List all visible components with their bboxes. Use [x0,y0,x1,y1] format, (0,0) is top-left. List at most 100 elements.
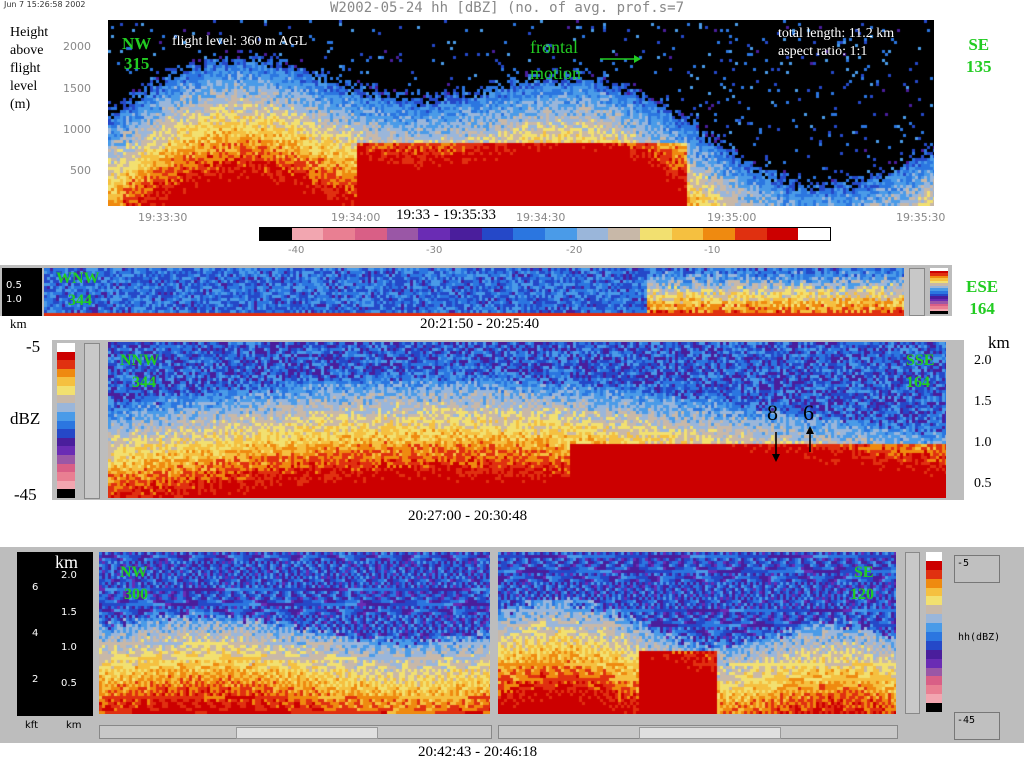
panel4-radar-image-right [498,552,896,714]
colorbar-cell [930,273,948,277]
colorbar-cell [926,587,942,597]
colorbar-cell [926,649,942,659]
cbar-min-field[interactable]: -45 [954,712,1000,740]
colorbar-cell [513,228,546,240]
cbar-max-field[interactable]: -5 [954,555,1000,583]
panel1-right-direction: SE 135 [966,34,992,78]
panel1-time-range: 19:33 - 19:35:33 [396,207,496,223]
panel1-ylabel: Height above flight level (m) [10,24,48,114]
scroll-thumb[interactable] [236,727,378,739]
colorbar-cell [608,228,641,240]
panel3-time-range: 20:27:00 - 20:30:48 [408,508,528,524]
colorbar-cell [926,569,942,579]
panel1-xtick: 19:34:00 [331,211,381,224]
kft-tick: 2 [32,674,39,685]
colorbar-cell [930,308,948,312]
colorbar-cell [450,228,482,240]
colorbar-cell [930,301,948,305]
colorbar-cell [57,403,75,413]
dir-label: ESE [966,277,999,296]
colorbar-cell [57,377,75,387]
colorbar-cell [926,685,942,695]
colorbar-cell [926,614,942,624]
panel1-ytick: 2000 [63,40,91,53]
frontal-arrow-icon [600,55,641,63]
panel2-time-range: 20:21:50 - 20:25:40 [420,316,540,332]
dir-label: SE [968,35,990,54]
colorbar-cell [57,351,75,361]
panel3-colorbar [57,343,75,499]
colorbar-cell [291,228,324,240]
marker-6-label: 6 [803,400,814,425]
panel4-vscroll[interactable] [905,552,920,714]
colorbar-cell [355,228,387,240]
panel2-axis: 0.5 1.0 [2,268,42,316]
panel4-hscroll-right[interactable] [498,725,898,739]
panel4-time-range: 20:42:43 - 20:46:18 [418,744,538,760]
colorbar-cell [545,228,577,240]
colorbar-cell [926,596,942,606]
colorbar-cell [57,437,75,447]
dir-degree: 164 [906,374,930,391]
colorbar-cell [735,228,767,240]
colorbar-cell [57,368,75,378]
colorbar-cell [57,446,75,456]
panel3-left-direction: NNW 344 [120,350,159,394]
colorbar-cell [926,623,942,633]
flight-level-label: flight level: 360 m AGL [172,34,308,49]
panel1-ylabel-line: above [10,43,44,58]
colorbar-cell [926,694,942,704]
colorbar-cell [926,560,942,570]
panel4-colorbar [926,552,942,713]
dir-degree: 315 [123,54,150,73]
cbar-tick: -30 [426,245,443,256]
colorbar-cell [481,228,514,240]
kft-label: kft [25,720,39,731]
colorbar-cell [57,429,75,439]
panel4-hscroll-left[interactable] [99,725,492,739]
scroll-thumb[interactable] [639,727,781,739]
panel1-ylabel-line: flight [10,61,41,76]
colorbar-cell [930,291,948,294]
colorbar-cell [926,658,942,668]
colorbar-cell [57,360,75,370]
arrow-down-icon [772,432,780,462]
panel2-right-direction: ESE 164 [966,276,998,320]
panel3-vscroll[interactable] [84,343,100,499]
colorbar-cell [57,420,75,430]
panel1-ytick: 1000 [63,123,91,136]
timestamp: Jun 7 15:26:58 2002 [4,0,86,9]
colorbar-cell [930,275,948,279]
cbar-tick: -20 [566,245,583,256]
panel2-radar-image [44,268,904,316]
panel2-ytick: 1.0 [6,294,22,305]
panel4-axes: 6 4 2 km 2.0 1.5 1.0 0.5 [17,552,93,716]
colorbar-cell [57,386,75,396]
colorbar-cell [260,228,292,240]
colorbar-cell [576,228,609,240]
panel3-unit: km [988,333,1010,352]
colorbar-cell [930,268,948,271]
colorbar-cell [926,667,942,677]
panel4-radar-image-left [99,552,490,714]
figure-title: W2002-05-24 hh [dBZ] (no. of avg. prof.s… [330,0,685,16]
colorbar-cell [57,480,75,490]
frontal-motion-label: frontal motion [530,34,581,86]
dir-degree: 300 [124,586,148,603]
panel2-vscroll[interactable] [909,268,925,316]
colorbar-cell [926,703,942,713]
dir-label: SE [854,564,874,581]
colorbar-cell [57,394,75,404]
colorbar-cell [930,278,948,282]
colorbar-cell [766,228,799,240]
colorbar-cell [386,228,419,240]
colorbar-cell [703,228,736,240]
panel3-cbar-label: dBZ [10,409,41,428]
panel4-cbar-label: hh(dBZ) [958,632,1001,643]
colorbar-cell [671,228,704,240]
dir-label: SSE [906,352,935,369]
dir-label: NNW [120,352,160,369]
colorbar-cell [930,285,948,289]
colorbar-cell [418,228,451,240]
panel1-info: total length: 11.2 km aspect ratio: 1:1 [778,25,894,61]
